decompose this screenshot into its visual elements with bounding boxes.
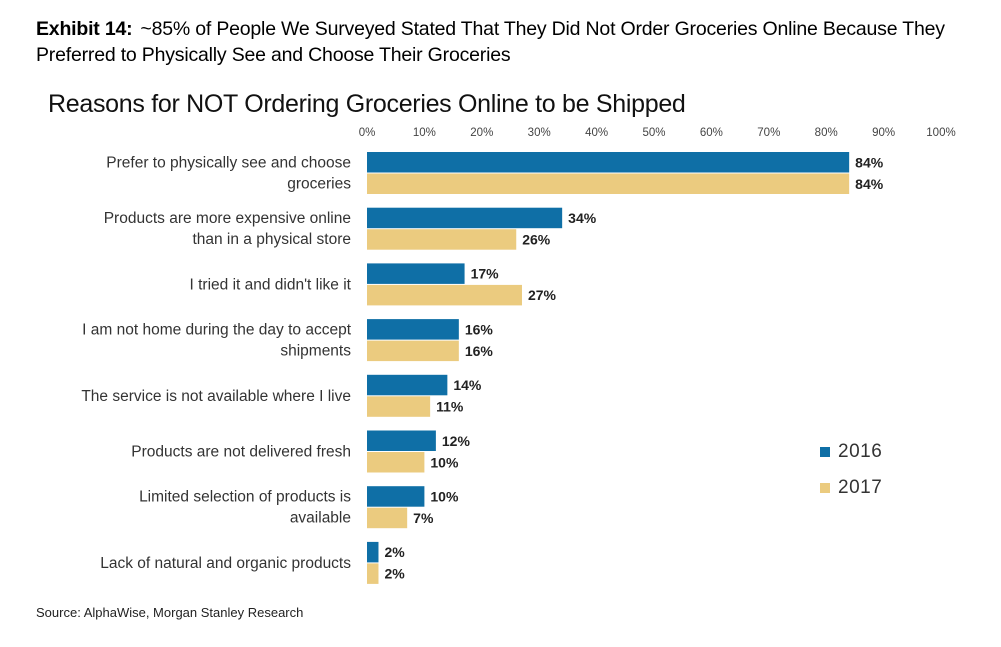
bar-2017 [367,452,425,473]
category-label: Products are not delivered fresh [131,444,351,461]
category-label: available [290,510,351,527]
data-label-2017: 27% [528,287,557,303]
x-tick-label: 60% [700,127,723,139]
x-tick-label: 100% [926,127,955,139]
source-note: Source: AlphaWise, Morgan Stanley Resear… [36,605,304,620]
legend-swatch-2016 [820,447,830,457]
bar-2017 [367,563,379,584]
bar-2016 [367,207,563,229]
data-label-2016: 34% [568,210,597,226]
data-label-2017: 26% [522,231,551,247]
x-tick-label: 90% [872,127,895,139]
category-label: I tried it and didn't like it [190,276,352,293]
category-label: Prefer to physically see and choose [106,155,351,172]
bar-2016 [367,541,379,563]
bar-2017 [367,229,517,250]
data-label-2016: 84% [855,154,884,170]
x-tick-label: 0% [359,127,376,139]
bar-2017 [367,340,459,362]
exhibit-text: ~85% of People We Surveyed Stated That T… [36,18,945,66]
data-label-2017: 84% [855,176,884,192]
data-label-2016: 12% [442,433,471,449]
data-label-2017: 10% [430,454,459,470]
data-label-2016: 14% [453,377,482,393]
category-label: Lack of natural and organic products [100,555,351,572]
bar-2016 [367,374,448,396]
data-label-2016: 10% [430,488,459,504]
bar-2016 [367,263,465,284]
category-label: shipments [280,343,351,360]
legend-swatch-2017 [820,483,830,493]
category-label: Products are more expensive online [104,210,351,227]
chart-title: Reasons for NOT Ordering Groceries Onlin… [48,90,686,118]
data-label-2016: 17% [471,266,500,282]
exhibit-label: Exhibit 14: [36,18,133,40]
bar-2016 [367,486,425,507]
data-label-2017: 7% [413,510,434,526]
x-tick-label: 20% [470,127,493,139]
legend-item-2016: 2016 [820,434,882,470]
data-label-2017: 2% [384,566,405,582]
category-label: groceries [287,176,351,193]
category-label: The service is not available where I liv… [81,388,351,405]
bar-2017 [367,507,408,529]
x-tick-label: 80% [815,127,838,139]
legend-label-2017: 2017 [838,477,883,498]
legend-label-2016: 2016 [838,441,883,462]
category-label: Limited selection of products is [139,489,351,506]
chart-legend: 2016 2017 [820,434,882,506]
category-label: I am not home during the day to accept [82,322,352,339]
bar-2016 [367,319,459,340]
category-label: than in a physical store [192,231,351,248]
data-label-2016: 16% [465,321,494,337]
x-tick-label: 40% [585,127,608,139]
x-tick-label: 70% [757,127,780,139]
x-tick-label: 10% [413,127,436,139]
legend-item-2017: 2017 [820,470,882,506]
exhibit-caption: Exhibit 14: ~85% of People We Surveyed St… [36,16,986,68]
data-label-2017: 16% [465,343,494,359]
x-tick-label: 30% [528,127,551,139]
bar-2016 [367,430,436,451]
bar-2017 [367,396,431,417]
data-label-2016: 2% [384,544,405,560]
bar-2017 [367,173,850,194]
bar-2017 [367,284,522,306]
data-label-2017: 11% [436,399,464,415]
bar-2016 [367,152,850,173]
x-tick-label: 50% [642,127,665,139]
